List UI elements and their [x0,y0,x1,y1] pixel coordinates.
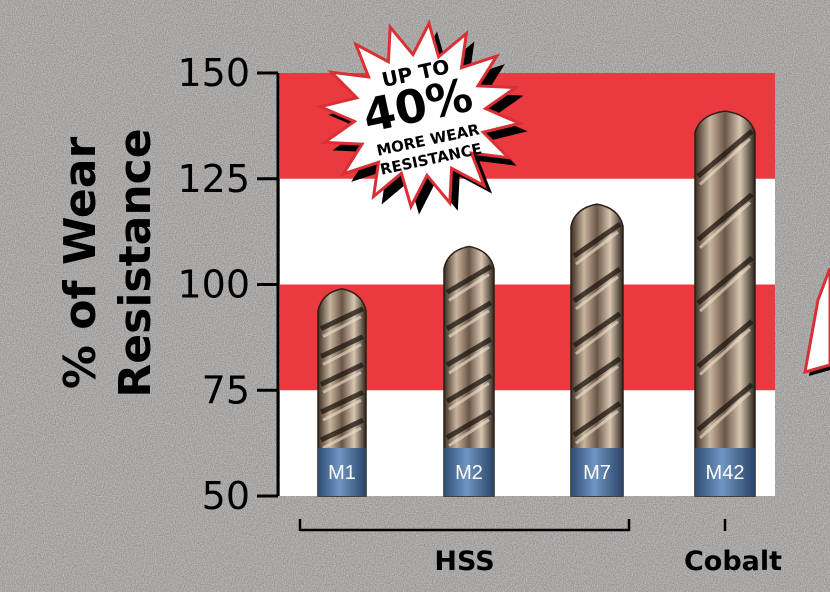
bar-m2: M2 [443,245,495,497]
drill-shank-m2 [444,448,494,496]
drill-flute [572,356,622,393]
drill-flute [696,319,754,369]
bar-label-m7: M7 [583,462,611,484]
drill-flute [445,409,493,440]
drill-flute [572,222,622,259]
drill-highlight [448,273,490,302]
drill-flute [445,300,493,331]
drill-shank-m1 [318,448,366,496]
drill-highlight [698,137,752,186]
drill-bars: M1 M2 M7 M42 [317,110,756,497]
category-groups: HSS Cobalt [298,519,782,577]
drill-highlight [322,343,362,366]
drill-highlight [448,418,490,447]
drill-flute [445,336,493,368]
bar-m7: M7 [570,203,624,497]
bar-label-m42: M42 [706,462,745,484]
drill-highlight [698,201,752,249]
drill-flute [696,255,754,306]
y-tick-label-150: 150 [177,51,250,95]
drill-flute [572,311,622,348]
bar-label-m1: M1 [328,462,356,484]
drill-flute [319,390,365,415]
drill-highlight [322,371,362,394]
drill-shank-m7 [571,448,623,496]
y-tick-label-50: 50 [202,474,250,518]
drill-highlight [575,230,619,266]
drill-highlight [448,382,490,411]
drill-flute [319,417,365,443]
drill-flute [696,382,754,432]
drill-highlight [448,309,490,338]
y-tick-label-100: 100 [177,263,250,307]
drill-highlight [322,315,362,338]
y-axis-ticks: 50 75 100 125 150 [177,51,278,518]
band-100-125 [280,178,775,285]
drill-highlight [322,398,362,422]
starburst-callout: UP TO 40% MORE WEAR RESISTANCE [315,19,528,215]
drill-highlight [575,320,619,355]
bar-label-m2: M2 [455,462,483,484]
y-axis-title-line1: % of Wear [55,137,106,390]
drill-flute [319,306,365,331]
drill-flute [572,401,622,438]
group-hss: HSS [298,519,631,577]
drill-highlight [575,275,619,311]
drill-flute [696,192,754,242]
cropped-callout-edge [803,267,830,376]
drill-highlight [698,328,752,376]
group-cobalt: Cobalt [684,519,782,577]
drill-flute [696,129,754,179]
y-axis-title-line2: Resistance [110,128,161,397]
drill-flute [445,264,493,295]
bar-m1: M1 [317,287,367,497]
drill-flute [319,334,365,359]
drill-shank-m42 [695,448,755,496]
drill-highlight [448,345,490,375]
drill-flute [319,362,365,387]
group-label-hss: HSS [434,546,494,577]
drill-highlight [575,410,619,445]
bar-m42: M42 [694,110,756,497]
drill-highlight [575,365,619,400]
y-tick-label-125: 125 [177,157,250,201]
y-tick-label-75: 75 [202,368,250,412]
drill-highlight [322,426,362,450]
group-label-cobalt: Cobalt [684,546,782,577]
drill-flute [572,266,622,303]
drill-highlight [698,264,752,313]
drill-flute [445,373,493,404]
drill-highlight [698,391,752,440]
